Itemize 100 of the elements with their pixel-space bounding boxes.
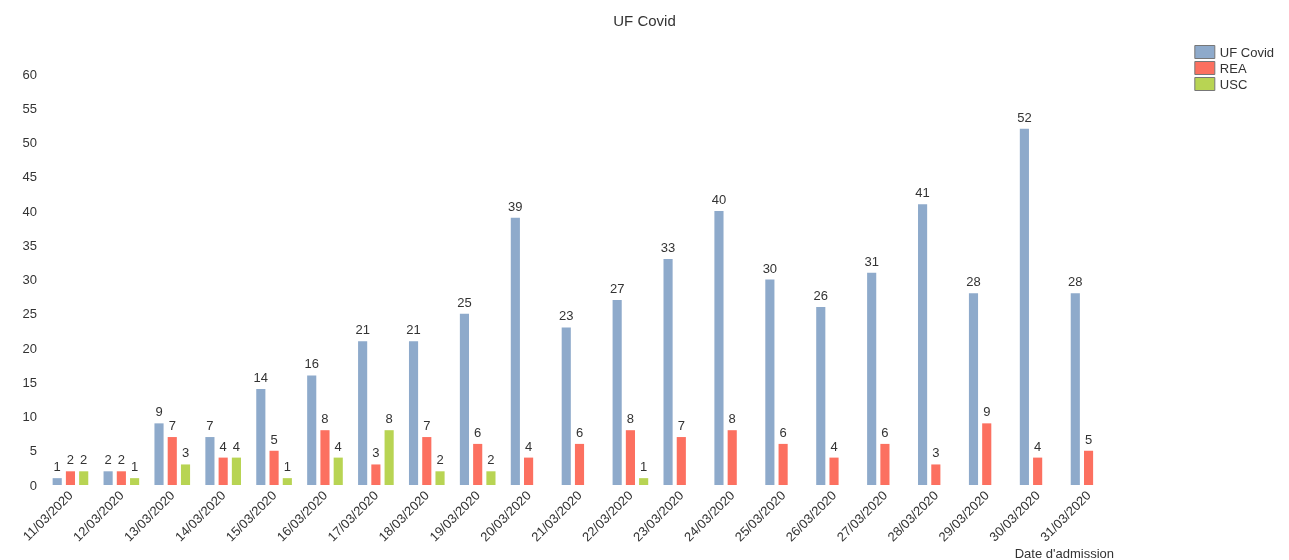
data-label: 26 (813, 287, 829, 303)
y-tick-label: 25 (22, 306, 37, 322)
y-tick-label: 35 (22, 237, 37, 253)
data-label: 25 (457, 294, 472, 310)
data-label: 52 (1017, 109, 1032, 125)
data-label: 8 (385, 411, 393, 427)
bar (663, 258, 673, 485)
bar (968, 293, 979, 485)
bar (918, 204, 928, 485)
bar (561, 327, 571, 485)
y-tick-label: 45 (22, 169, 37, 185)
data-label: 4 (219, 438, 227, 454)
data-label: 3 (181, 445, 190, 461)
data-label: 8 (321, 411, 329, 427)
bar (625, 430, 635, 485)
data-label: 6 (779, 424, 787, 440)
bar (205, 437, 215, 485)
y-tick-label: 0 (29, 477, 37, 493)
bar (180, 464, 191, 485)
bar (371, 464, 381, 485)
bar (982, 423, 992, 485)
y-tick-label: 60 (22, 66, 37, 82)
data-label: 41 (915, 185, 930, 201)
data-label: 4 (524, 438, 533, 454)
data-label: 28 (966, 274, 981, 290)
bar (307, 375, 317, 485)
bar (931, 464, 941, 485)
bar (103, 471, 113, 485)
y-tick-label: 55 (22, 100, 37, 116)
bar (778, 443, 788, 485)
bar (1083, 450, 1094, 485)
y-tick-label: 10 (22, 409, 37, 424)
data-label: 2 (104, 452, 112, 468)
data-label: 1 (130, 459, 139, 475)
legend-label: REA (1219, 60, 1247, 76)
data-label: 2 (117, 452, 125, 468)
data-label: 1 (53, 459, 61, 475)
data-label: 7 (423, 418, 431, 434)
data-label: 7 (168, 418, 176, 434)
data-label: 2 (80, 452, 88, 468)
bar (422, 437, 432, 485)
data-label: 6 (575, 424, 584, 440)
bar (269, 450, 279, 485)
data-label: 2 (66, 452, 75, 468)
bar (676, 437, 686, 485)
data-label: 3 (932, 445, 940, 461)
data-label: 33 (660, 239, 676, 255)
data-label: 5 (1084, 431, 1093, 447)
data-label: 30 (762, 260, 778, 276)
bar (256, 389, 266, 485)
y-tick-label: 40 (22, 203, 37, 219)
data-label: 31 (864, 253, 879, 269)
data-label: 1 (283, 459, 291, 475)
y-tick-label: 5 (29, 443, 37, 459)
bar (510, 217, 520, 485)
bar (880, 443, 890, 485)
bar (231, 457, 241, 485)
data-label: 2 (487, 452, 495, 468)
data-label: 7 (206, 418, 214, 434)
data-label: 4 (830, 438, 838, 454)
chart-title: UF Covid (613, 12, 676, 29)
data-label: 40 (711, 192, 727, 207)
data-label: 3 (372, 445, 380, 461)
data-label: 7 (677, 418, 685, 434)
bar (829, 457, 839, 485)
bar (408, 341, 419, 485)
bar (116, 471, 126, 485)
data-label: 5 (270, 431, 278, 447)
bar (1033, 457, 1043, 485)
data-label: 9 (983, 404, 991, 420)
bar (358, 341, 368, 485)
bar (473, 443, 483, 485)
bar (727, 430, 737, 485)
data-label: 4 (232, 438, 241, 454)
data-label: 1 (640, 459, 648, 475)
bar (867, 272, 877, 485)
bar (765, 279, 775, 485)
bar (167, 437, 177, 485)
bar (52, 478, 62, 485)
data-label: 39 (508, 198, 523, 214)
bar (130, 478, 140, 485)
bar (384, 430, 394, 485)
data-label: 21 (406, 322, 421, 338)
bar (816, 306, 826, 485)
data-label: 4 (1034, 438, 1042, 454)
data-label: 28 (1068, 274, 1083, 290)
bar (154, 423, 164, 485)
y-tick-label: 15 (22, 374, 37, 390)
x-axis-title: Date d'admission (1014, 546, 1114, 560)
bar (218, 457, 228, 485)
data-label: 21 (355, 322, 370, 338)
legend-label: UF Covid (1219, 44, 1275, 60)
y-tick-label: 50 (22, 135, 37, 150)
bar (320, 430, 330, 485)
bar (79, 471, 89, 485)
bar (1070, 293, 1080, 485)
bar (282, 478, 292, 485)
bar (1019, 128, 1029, 485)
data-label: 8 (728, 411, 736, 427)
data-label: 8 (626, 411, 635, 427)
